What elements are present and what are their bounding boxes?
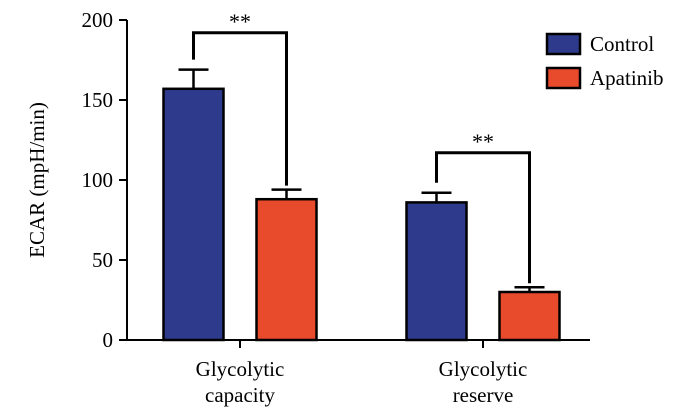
significance-label: ** — [472, 129, 494, 154]
y-tick-label: 200 — [82, 8, 114, 32]
legend-label-control: Control — [590, 32, 654, 56]
bar-apatinib-0 — [255, 197, 318, 342]
legend-label-apatinib: Apatinib — [590, 66, 664, 90]
bar-control-0 — [162, 87, 225, 342]
significance-bracket — [435, 151, 531, 284]
y-tick-label: 0 — [103, 328, 114, 352]
significance-label: ** — [229, 9, 251, 34]
y-tick-label: 150 — [82, 88, 114, 112]
x-tick-label: reserve — [453, 383, 514, 407]
x-tick-label: capacity — [205, 383, 275, 407]
legend-swatch-control — [545, 32, 582, 56]
bar-control-1 — [405, 201, 468, 342]
x-tick-label: Glycolytic — [439, 357, 528, 381]
x-tick-label: Glycolytic — [196, 357, 285, 381]
legend-swatch-apatinib — [545, 66, 582, 90]
y-tick-label: 100 — [82, 168, 114, 192]
significance-bracket — [192, 31, 288, 186]
y-tick-label: 50 — [92, 248, 113, 272]
y-axis-label: ECAR (mpH/min) — [25, 102, 49, 258]
bar-apatinib-1 — [498, 290, 561, 342]
